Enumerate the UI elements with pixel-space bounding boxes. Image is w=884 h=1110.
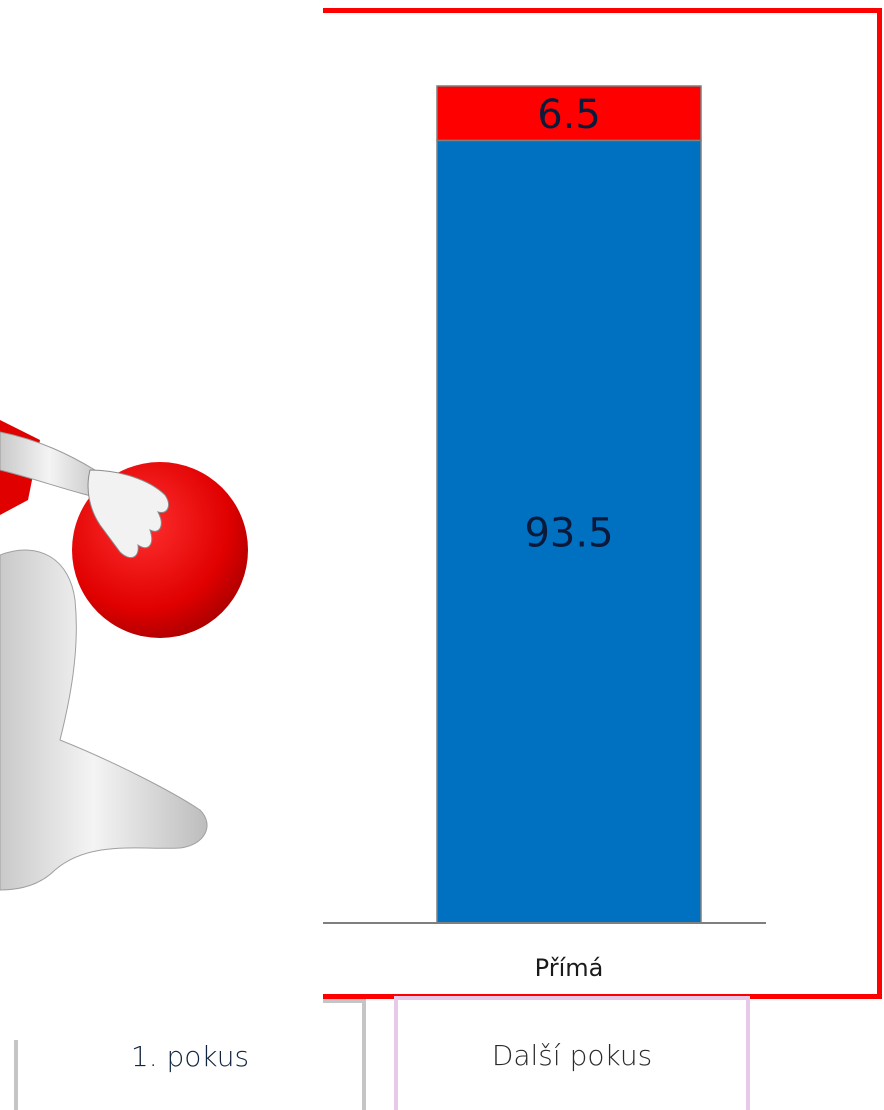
bar-segment-dalsi-pokus [436,85,702,142]
chart-frame: 93.5 6.5 Přímá [323,8,882,999]
data-label-1-pokus: 93.5 [524,511,613,557]
data-label-dalsi-pokus: 6.5 [537,92,601,138]
labels-layer: 93.5 6.5 [524,92,613,557]
bars-layer [436,85,702,924]
ticks-layer: Přímá [535,954,604,982]
person-holding-ball-icon [0,0,323,1040]
bar-segment-1-pokus [436,139,702,924]
x-tick-label: Přímá [535,954,604,982]
stacked-bar-chart: 93.5 6.5 Přímá [323,85,766,982]
legend-label-1-pokus: 1. pokus [130,1040,250,1073]
legend-label-dalsi-pokus: Další pokus [491,1038,653,1072]
legend-item-dalsi-pokus: Další pokus [394,996,750,1110]
